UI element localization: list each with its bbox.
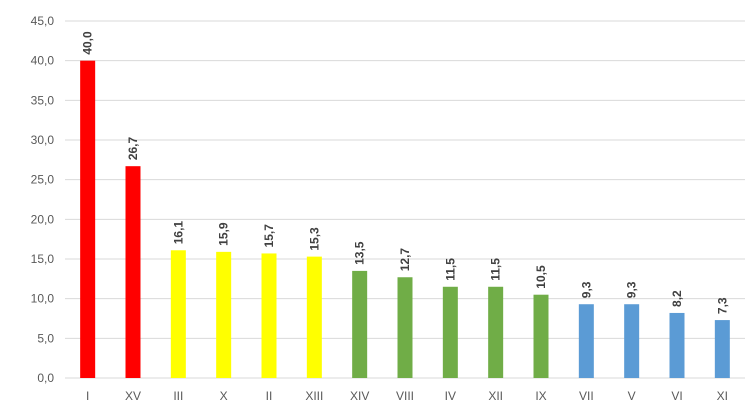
data-label: 9,3 xyxy=(625,281,639,298)
data-label: 15,7 xyxy=(262,224,276,248)
bar xyxy=(442,286,458,378)
data-labels: 40,0 26,7 16,1 15,9 15,7 15,3 13,5 12,7 11,5 11,5… xyxy=(81,31,730,314)
x-tick-label: V xyxy=(628,389,636,403)
x-tick-label: XIII xyxy=(305,389,323,403)
data-label: 16,1 xyxy=(171,221,185,245)
y-tick-label: 5,0 xyxy=(37,331,54,345)
x-tick-label: XV xyxy=(125,389,141,403)
data-label: 9,3 xyxy=(579,281,593,298)
x-tick-label: XIV xyxy=(350,389,369,403)
bar xyxy=(80,60,96,379)
x-tick-label: IX xyxy=(535,389,546,403)
data-label: 40,0 xyxy=(81,31,95,55)
x-tick-label: VIII xyxy=(396,389,414,403)
x-axis: I XV III X II XIII XIV VIII IV XII IX VII V VI XI xyxy=(86,389,728,403)
x-tick-label: VI xyxy=(671,389,682,403)
y-tick-label: 30,0 xyxy=(31,133,55,147)
bar xyxy=(306,256,322,378)
bar xyxy=(533,294,549,378)
data-label: 15,9 xyxy=(217,222,231,246)
bar xyxy=(488,286,504,378)
data-label: 26,7 xyxy=(126,136,140,160)
bar xyxy=(578,304,594,378)
bar xyxy=(397,277,413,378)
y-axis: 0,0 5,0 10,0 15,0 20,0 25,0 30,0 35,0 40,0 45,0 xyxy=(31,14,55,385)
bars xyxy=(80,60,730,379)
data-label: 11,5 xyxy=(489,258,503,281)
y-tick-label: 35,0 xyxy=(31,93,55,107)
y-tick-label: 10,0 xyxy=(31,292,55,306)
x-tick-label: IV xyxy=(445,389,456,403)
x-tick-label: XI xyxy=(717,389,728,403)
y-tick-label: 25,0 xyxy=(31,173,55,187)
data-label: 8,2 xyxy=(670,290,684,307)
x-tick-label: II xyxy=(266,389,273,403)
x-tick-label: I xyxy=(86,389,89,403)
y-tick-label: 0,0 xyxy=(37,371,54,385)
bar xyxy=(624,304,640,378)
bar xyxy=(170,250,186,378)
x-tick-label: XII xyxy=(488,389,503,403)
data-label: 12,7 xyxy=(398,248,412,272)
bar xyxy=(352,270,368,378)
bar xyxy=(714,320,730,378)
bar xyxy=(669,312,685,378)
data-label: 13,5 xyxy=(353,241,367,265)
y-tick-label: 15,0 xyxy=(31,252,55,266)
x-tick-label: X xyxy=(220,389,228,403)
bar xyxy=(125,166,141,378)
y-tick-label: 45,0 xyxy=(31,14,55,28)
bar xyxy=(216,251,232,378)
data-label: 11,5 xyxy=(443,258,457,281)
bar xyxy=(261,253,277,378)
x-tick-label: VII xyxy=(579,389,594,403)
data-label: 7,3 xyxy=(715,297,729,314)
data-label: 15,3 xyxy=(307,227,321,251)
data-label: 10,5 xyxy=(534,265,548,289)
y-tick-label: 20,0 xyxy=(31,212,55,226)
y-tick-label: 40,0 xyxy=(31,54,55,68)
x-tick-label: III xyxy=(173,389,183,403)
